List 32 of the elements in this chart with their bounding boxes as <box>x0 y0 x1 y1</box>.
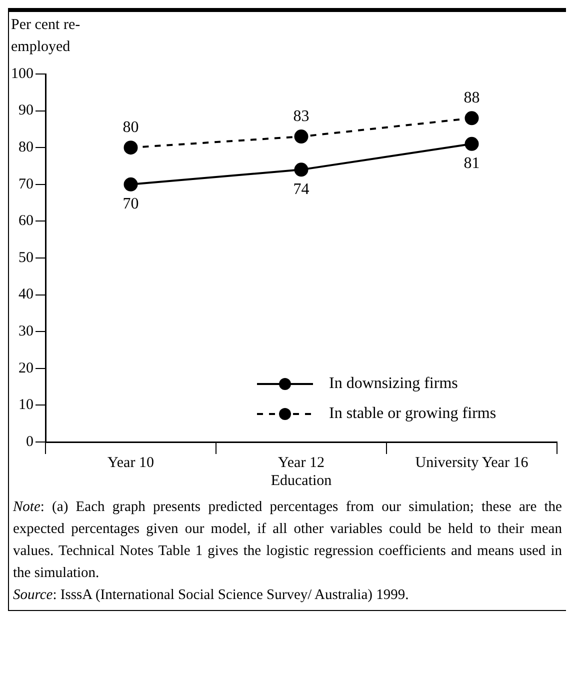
y-tick-label: 10 <box>18 397 34 414</box>
y-tick-label: 90 <box>18 102 34 119</box>
y-tick-label: 80 <box>18 140 34 156</box>
data-label: 83 <box>293 108 310 125</box>
x-tick-label: University Year 16 <box>415 454 529 471</box>
point <box>294 130 308 144</box>
data-label: 80 <box>122 118 139 136</box>
point <box>464 111 479 126</box>
y-tick-label: 50 <box>18 250 34 266</box>
y-tick-label: 100 <box>11 66 34 82</box>
point <box>124 177 138 192</box>
text: Note: (a) Each graph presents predicted percentages from our simulation; these are the expected percentages given our model, if all other variables could be held to their mean values. Technical Notes Table 1 gives the logistic regression coefficients and means used in the simulation. <box>13 498 562 583</box>
x-axis-title: Education <box>270 472 332 489</box>
point <box>294 162 308 177</box>
data-label: 88 <box>464 89 480 106</box>
y-tick-label: 30 <box>18 324 34 340</box>
legend-label: In stable or growing firms <box>329 405 496 422</box>
data-label: 81 <box>464 155 480 172</box>
x-tick-label: Year 12 <box>278 454 324 471</box>
point <box>464 136 479 151</box>
x-tick-label: Year 10 <box>108 454 154 471</box>
y-tick-label: 60 <box>18 213 34 230</box>
data-label: 70 <box>122 196 139 213</box>
source-note: Source: IsssA (International Social Science Survey/ Australia) 1999. <box>13 586 410 605</box>
legend-label: In downsizing firms <box>329 375 458 392</box>
point <box>124 140 138 155</box>
data-label: 74 <box>293 180 310 198</box>
y-tick-label: 40 <box>18 286 34 303</box>
y-tick-label: 20 <box>18 360 34 376</box>
y-tick-label: 0 <box>26 434 34 450</box>
y-axis-title: Per cent re-employed <box>11 16 82 57</box>
y-tick-label: 70 <box>18 176 34 192</box>
